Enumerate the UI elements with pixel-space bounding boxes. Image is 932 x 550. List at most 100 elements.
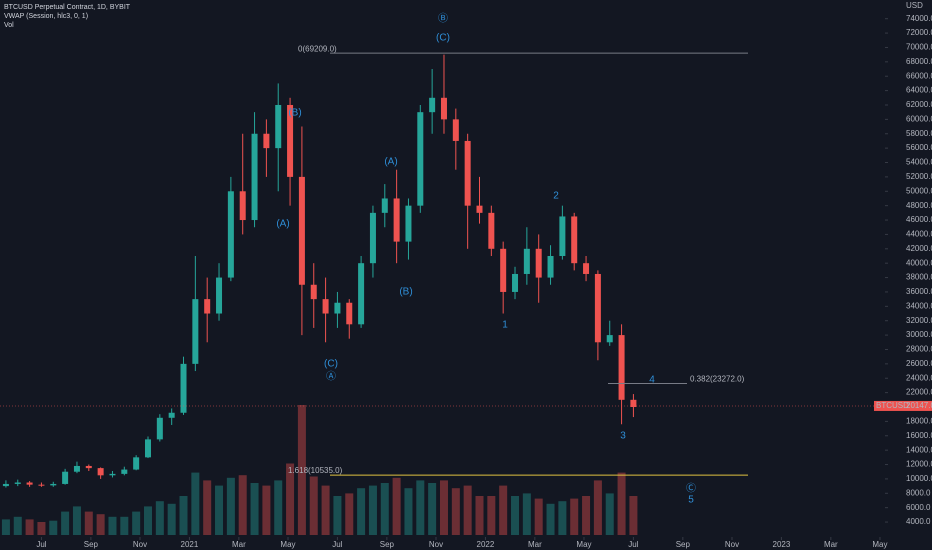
y-tick-label: 56000.0: [906, 143, 932, 152]
volume-bar: [546, 503, 555, 535]
x-tick-label: Sep: [676, 540, 691, 549]
candle-body: [62, 471, 69, 484]
candle-body: [227, 191, 234, 278]
candle-body: [440, 97, 447, 120]
volume-bar: [475, 496, 484, 535]
y-tick-label: 46000.0: [906, 215, 932, 224]
volume-bar: [392, 477, 401, 535]
volume-bar: [534, 498, 543, 535]
candle-body: [121, 469, 128, 474]
candle-body: [287, 104, 294, 177]
volume-bar: [179, 496, 188, 535]
volume-bar: [522, 493, 531, 535]
volume-bar: [297, 405, 306, 535]
price-tag-value: 20147.0: [906, 401, 932, 410]
y-tick-label: 28000.0: [906, 345, 932, 354]
y-tick-label: 34000.0: [906, 301, 932, 310]
candle-body: [38, 484, 45, 486]
y-tick-label: 52000.0: [906, 172, 932, 181]
y-tick-label: 44000.0: [906, 230, 932, 239]
volume-bar: [416, 480, 425, 535]
candle-body: [26, 482, 33, 485]
volume-bar: [380, 483, 389, 535]
volume-bar: [84, 511, 93, 535]
price-tag: [874, 400, 932, 411]
candle-body: [133, 457, 140, 470]
volume-bar: [558, 501, 567, 535]
volume-bar: [167, 503, 176, 535]
candle-body: [2, 483, 9, 487]
candle-body: [512, 273, 519, 292]
volume-bar: [238, 475, 247, 535]
y-tick-label: 36000.0: [906, 287, 932, 296]
y-tick-label: 54000.0: [906, 158, 932, 167]
volume-bar: [61, 511, 70, 535]
x-tick-label: 2021: [181, 540, 199, 549]
x-tick-label: 2023: [773, 540, 791, 549]
wave-label: 3: [620, 431, 626, 442]
volume-bar: [215, 485, 224, 535]
candle-body: [535, 248, 542, 278]
y-tick-label: 50000.0: [906, 186, 932, 195]
axis-unit: USD: [906, 1, 923, 10]
y-tick-label: 14000.0: [906, 445, 932, 454]
y-tick-label: 22000.0: [906, 388, 932, 397]
y-tick-label: 24000.0: [906, 373, 932, 382]
wave-label: (A): [384, 157, 397, 168]
x-tick-label: Mar: [824, 540, 838, 549]
candle-body: [85, 465, 92, 469]
wave-label: (B): [399, 287, 412, 298]
y-tick-label: 18000.0: [906, 416, 932, 425]
candle-body: [144, 439, 151, 458]
wave-label: (C): [324, 359, 338, 370]
candle-body: [405, 205, 412, 242]
candle-body: [369, 212, 376, 264]
candle-body: [50, 483, 57, 486]
volume-bar: [605, 493, 614, 535]
volume-bar: [345, 493, 354, 535]
y-tick-label: 10000.0: [906, 474, 932, 483]
wave-label: (A): [276, 219, 289, 230]
volume-bar: [250, 483, 259, 535]
volume-bar: [357, 488, 366, 535]
chart-title: BTCUSD Perpetual Contract, 1D, BYBIT: [4, 4, 131, 11]
candle-body: [393, 198, 400, 242]
x-tick-label: Mar: [232, 540, 246, 549]
x-tick-label: Sep: [84, 540, 99, 549]
candle-body: [322, 299, 329, 314]
candle-body: [251, 133, 258, 221]
y-tick-label: 74000.0: [906, 14, 932, 23]
indicator-label: Vol: [4, 22, 14, 29]
y-tick-label: 38000.0: [906, 273, 932, 282]
y-tick-label: 68000.0: [906, 57, 932, 66]
volume-bar: [309, 476, 318, 535]
fib-label: 0.382(23272.0): [690, 375, 745, 384]
x-tick-label: Nov: [725, 540, 739, 549]
volume-bar: [499, 485, 508, 535]
x-tick-label: Jul: [628, 540, 638, 549]
candle-body: [358, 263, 365, 325]
candle-body: [73, 465, 80, 472]
candle-body: [275, 104, 282, 149]
volume-bar: [629, 496, 638, 535]
wave-label: 2: [553, 191, 559, 202]
candle-body: [594, 273, 601, 343]
wave-label: 1: [502, 320, 508, 331]
volume-bar: [132, 511, 141, 535]
x-tick-label: Nov: [133, 540, 147, 549]
x-tick-label: May: [280, 540, 295, 549]
volume-bar: [49, 520, 58, 535]
volume-bar: [13, 516, 22, 535]
volume-bar: [511, 496, 520, 535]
candle-body: [417, 112, 424, 206]
candle-body: [334, 302, 341, 314]
volume-bar: [120, 516, 129, 535]
volume-bar: [321, 485, 330, 535]
volume-bar: [593, 480, 602, 535]
volume-bar: [108, 516, 117, 535]
y-tick-label: 4000.0: [906, 517, 931, 526]
candle-body: [452, 119, 459, 141]
volume-bar: [1, 519, 10, 535]
y-tick-label: 60000.0: [906, 114, 932, 123]
